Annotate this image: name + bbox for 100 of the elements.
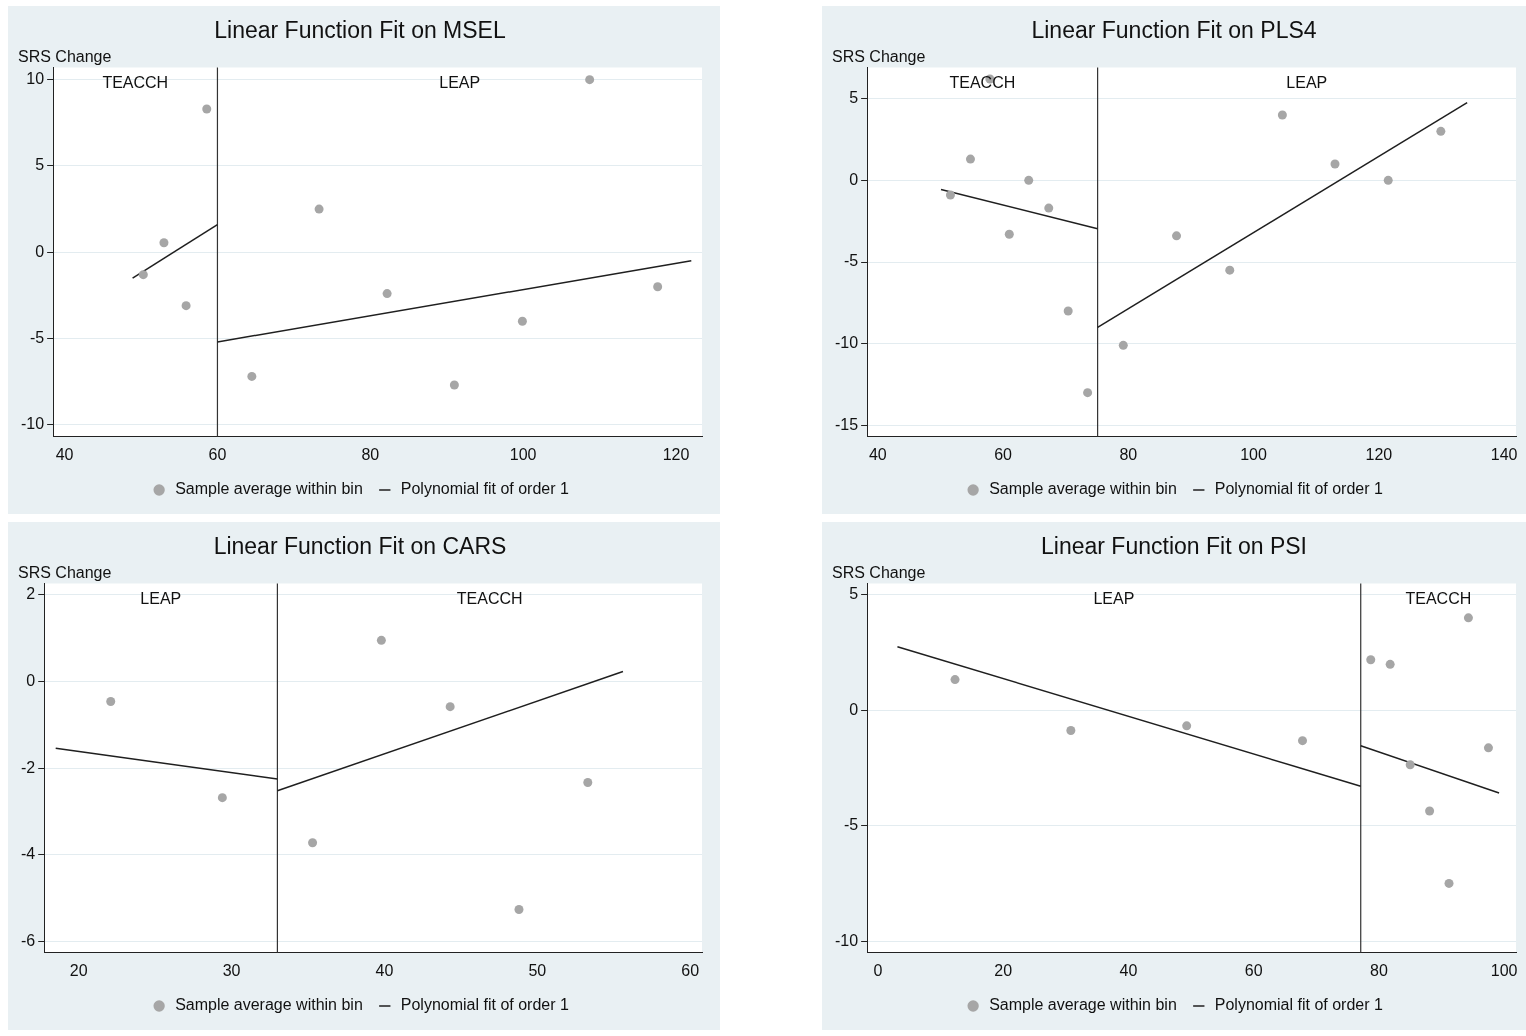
point	[1425, 806, 1435, 816]
x-tick-label: 60	[681, 961, 700, 979]
point	[181, 301, 191, 311]
point	[1405, 760, 1415, 770]
x-tick-label: 30	[222, 961, 241, 979]
y-tick-label: -10	[21, 415, 45, 433]
point	[1024, 175, 1034, 185]
x-tick-label: 60	[208, 445, 227, 463]
x-tick-label: 60	[994, 445, 1013, 463]
y-tick-label: -4	[20, 845, 36, 863]
x-tick-label: 0	[873, 961, 883, 979]
point	[1004, 229, 1014, 239]
point	[445, 702, 455, 712]
y-tick-label: 0	[849, 170, 859, 188]
y-tick-label: 0	[35, 242, 45, 260]
point	[217, 793, 227, 803]
y-tick-label: -2	[20, 758, 36, 776]
chart-title: Linear Function Fit on CARS	[213, 533, 507, 560]
annotation: LEAP	[1093, 590, 1135, 608]
point	[1366, 655, 1376, 665]
point	[1444, 878, 1454, 888]
point	[314, 204, 324, 214]
x-tick-label: 100	[1240, 445, 1268, 463]
point	[965, 154, 975, 164]
x-tick-label: 120	[662, 445, 690, 463]
y-tick-label: 2	[26, 585, 36, 603]
annotation: TEACCH	[1405, 590, 1472, 608]
legend-label: Polynomial fit of order 1	[1214, 996, 1383, 1014]
legend-label: Sample average within bin	[989, 996, 1177, 1014]
point	[247, 371, 257, 381]
point	[202, 104, 212, 114]
legend-label: Sample average within bin	[989, 480, 1177, 498]
x-tick-label: 80	[361, 445, 380, 463]
point	[1385, 659, 1395, 669]
y-tick-label: 5	[849, 89, 859, 107]
x-tick-label: 80	[1369, 961, 1388, 979]
y-tick-label: -10	[835, 334, 859, 352]
x-tick-label: 140	[1490, 445, 1518, 463]
point	[1083, 388, 1093, 398]
point	[945, 190, 955, 200]
point	[950, 675, 960, 685]
point	[1182, 721, 1192, 731]
point	[382, 289, 392, 299]
point	[1463, 613, 1473, 623]
point	[517, 316, 527, 326]
legend-label: Polynomial fit of order 1	[400, 480, 569, 498]
point	[1298, 736, 1308, 746]
point	[1436, 126, 1446, 136]
point	[1063, 306, 1073, 316]
point	[1383, 175, 1393, 185]
point	[653, 282, 663, 292]
point	[1118, 340, 1128, 350]
legend-label: Sample average within bin	[175, 996, 363, 1014]
y-tick-label: -10	[835, 931, 859, 949]
y-tick-label: -6	[20, 931, 36, 949]
y-axis-title: SRS Change	[832, 48, 926, 66]
x-tick-label: 100	[509, 445, 537, 463]
point	[1044, 203, 1054, 213]
point	[376, 635, 386, 645]
annotation: TEACCH	[949, 74, 1016, 92]
point	[1483, 743, 1493, 753]
point	[1225, 265, 1235, 275]
point	[449, 380, 459, 390]
y-axis-title: SRS Change	[18, 48, 112, 66]
point	[585, 75, 595, 85]
chart-title: Linear Function Fit on PLS4	[1031, 17, 1317, 44]
y-tick-label: 0	[26, 671, 36, 689]
y-tick-label: -5	[843, 816, 859, 834]
y-tick-label: -15	[835, 415, 859, 433]
x-tick-label: 120	[1365, 445, 1393, 463]
annotation: TEACCH	[102, 74, 169, 92]
y-tick-label: 0	[849, 700, 859, 718]
annotation: TEACCH	[456, 590, 523, 608]
point	[308, 838, 318, 848]
point	[1172, 231, 1182, 241]
legend-label: Polynomial fit of order 1	[1214, 480, 1383, 498]
point	[514, 904, 524, 914]
point	[1277, 110, 1287, 120]
legend-label: Sample average within bin	[175, 480, 363, 498]
x-tick-label: 40	[868, 445, 887, 463]
x-tick-label: 60	[1244, 961, 1263, 979]
annotation: LEAP	[1286, 74, 1328, 92]
y-tick-label: -5	[843, 252, 859, 270]
x-tick-label: 50	[528, 961, 547, 979]
point	[583, 778, 593, 787]
point	[159, 238, 169, 248]
y-tick-label: 10	[26, 70, 45, 88]
x-tick-label: 40	[1119, 961, 1138, 979]
x-tick-label: 20	[69, 961, 88, 979]
y-tick-label: -5	[29, 328, 45, 346]
x-tick-label: 20	[994, 961, 1013, 979]
point	[106, 696, 116, 706]
y-tick-label: 5	[849, 584, 859, 602]
y-tick-label: 5	[35, 156, 45, 174]
annotation: LEAP	[140, 590, 182, 608]
y-axis-title: SRS Change	[832, 564, 926, 582]
x-tick-label: 80	[1119, 445, 1138, 463]
point	[1066, 725, 1076, 735]
x-tick-label: 100	[1490, 961, 1518, 979]
x-tick-label: 40	[375, 961, 394, 979]
